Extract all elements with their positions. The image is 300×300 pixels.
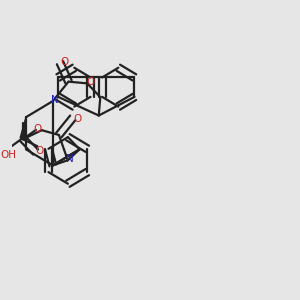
Text: O: O xyxy=(87,77,95,88)
Text: OH: OH xyxy=(0,150,16,160)
Polygon shape xyxy=(20,117,26,139)
Text: N: N xyxy=(66,154,74,164)
Text: O: O xyxy=(73,114,81,124)
Text: N: N xyxy=(51,94,58,105)
Text: O: O xyxy=(35,146,44,156)
Text: O: O xyxy=(34,124,42,134)
Text: O: O xyxy=(60,57,68,67)
